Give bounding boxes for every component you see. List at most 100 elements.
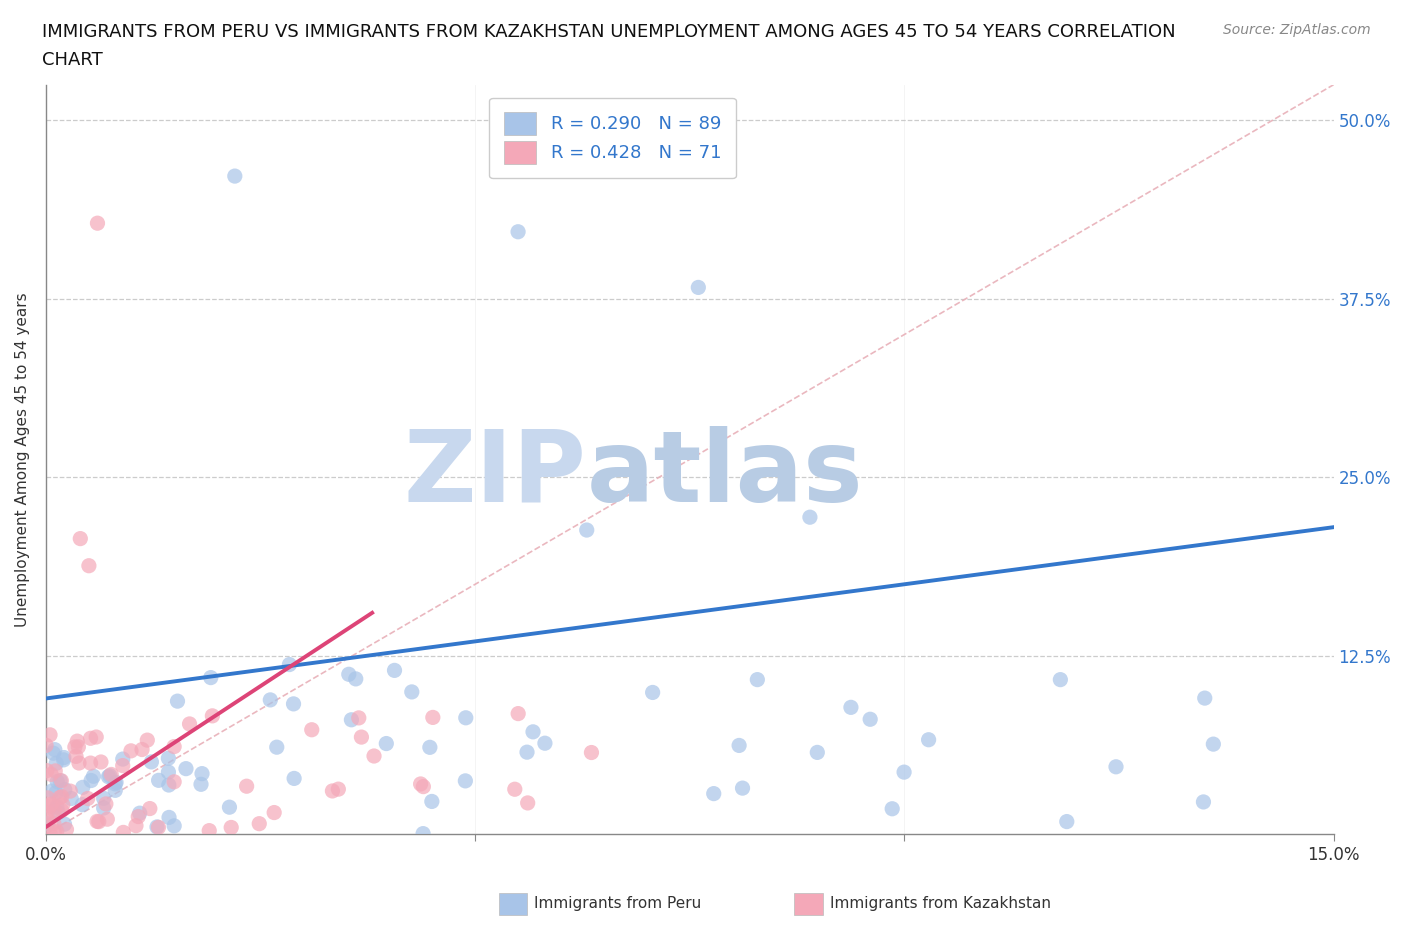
Point xyxy=(703,786,725,801)
Point xyxy=(51,790,73,804)
Point xyxy=(35,810,58,825)
Point xyxy=(454,711,477,725)
Point xyxy=(60,791,83,806)
Point xyxy=(224,168,246,183)
Point xyxy=(859,711,882,726)
Point xyxy=(503,782,526,797)
Point xyxy=(174,762,197,777)
Point xyxy=(278,658,301,672)
Point xyxy=(42,746,65,761)
Point xyxy=(179,716,201,731)
Point xyxy=(86,216,108,231)
Point xyxy=(39,727,62,742)
Point xyxy=(344,671,367,686)
Point xyxy=(1056,814,1078,829)
Point xyxy=(340,712,363,727)
Point xyxy=(419,740,441,755)
Y-axis label: Unemployment Among Ages 45 to 54 years: Unemployment Among Ages 45 to 54 years xyxy=(15,292,30,627)
Point xyxy=(534,736,557,751)
Point xyxy=(94,796,117,811)
Point xyxy=(65,749,87,764)
Point xyxy=(111,751,134,766)
Point xyxy=(321,783,343,798)
Point xyxy=(688,280,710,295)
Point xyxy=(44,804,66,818)
Point xyxy=(51,803,73,817)
Point xyxy=(157,777,180,792)
Point xyxy=(163,739,186,754)
Text: CHART: CHART xyxy=(42,51,103,69)
Point xyxy=(44,825,66,840)
Point xyxy=(131,742,153,757)
Point xyxy=(35,737,58,752)
Point xyxy=(731,780,754,795)
Point xyxy=(337,667,360,682)
Point xyxy=(422,710,444,724)
Point xyxy=(48,805,70,820)
Point xyxy=(42,816,65,830)
Point xyxy=(409,777,432,791)
Point xyxy=(93,790,115,805)
Point xyxy=(105,775,128,790)
Point xyxy=(37,805,59,820)
Point xyxy=(163,775,186,790)
Point xyxy=(219,820,242,835)
Point xyxy=(52,752,75,767)
Point xyxy=(37,817,59,831)
Point xyxy=(53,782,76,797)
Point xyxy=(52,797,75,812)
Point xyxy=(190,777,212,791)
Point xyxy=(375,737,398,751)
Point xyxy=(806,745,828,760)
Point xyxy=(384,663,406,678)
Point xyxy=(198,823,221,838)
Point xyxy=(799,510,821,525)
Point xyxy=(96,812,118,827)
Point xyxy=(506,224,529,239)
Point xyxy=(347,711,370,725)
Point xyxy=(79,731,101,746)
Point xyxy=(728,738,751,753)
Point xyxy=(350,730,373,745)
Point xyxy=(98,768,121,783)
Point xyxy=(82,769,104,784)
Point xyxy=(283,771,305,786)
Point xyxy=(45,800,67,815)
Point xyxy=(63,739,86,754)
Point xyxy=(35,764,58,778)
Point xyxy=(55,822,77,837)
Point xyxy=(146,819,169,834)
Point xyxy=(136,733,159,748)
Point xyxy=(575,523,598,538)
Point xyxy=(45,756,67,771)
Point xyxy=(218,800,240,815)
Point xyxy=(201,709,224,724)
Point xyxy=(420,794,443,809)
Text: ZIP: ZIP xyxy=(404,426,586,523)
Point xyxy=(69,531,91,546)
Point xyxy=(412,826,434,841)
Point xyxy=(53,817,76,831)
Point xyxy=(1105,760,1128,775)
Point xyxy=(41,784,63,799)
Point xyxy=(581,745,603,760)
Point xyxy=(125,818,148,833)
Point xyxy=(66,734,89,749)
Point xyxy=(90,754,112,769)
Point xyxy=(59,784,82,799)
Point xyxy=(46,774,69,789)
Point xyxy=(454,774,477,789)
Point xyxy=(200,671,222,685)
Point xyxy=(157,751,180,765)
Point xyxy=(112,825,135,840)
Point xyxy=(49,773,72,788)
Point xyxy=(44,764,66,778)
Point xyxy=(39,767,62,782)
Text: Immigrants from Kazakhstan: Immigrants from Kazakhstan xyxy=(830,897,1050,911)
Point xyxy=(97,769,120,784)
Text: atlas: atlas xyxy=(586,426,863,523)
Point xyxy=(893,764,915,779)
Point xyxy=(157,764,180,779)
Point xyxy=(49,790,72,805)
Point xyxy=(120,743,142,758)
